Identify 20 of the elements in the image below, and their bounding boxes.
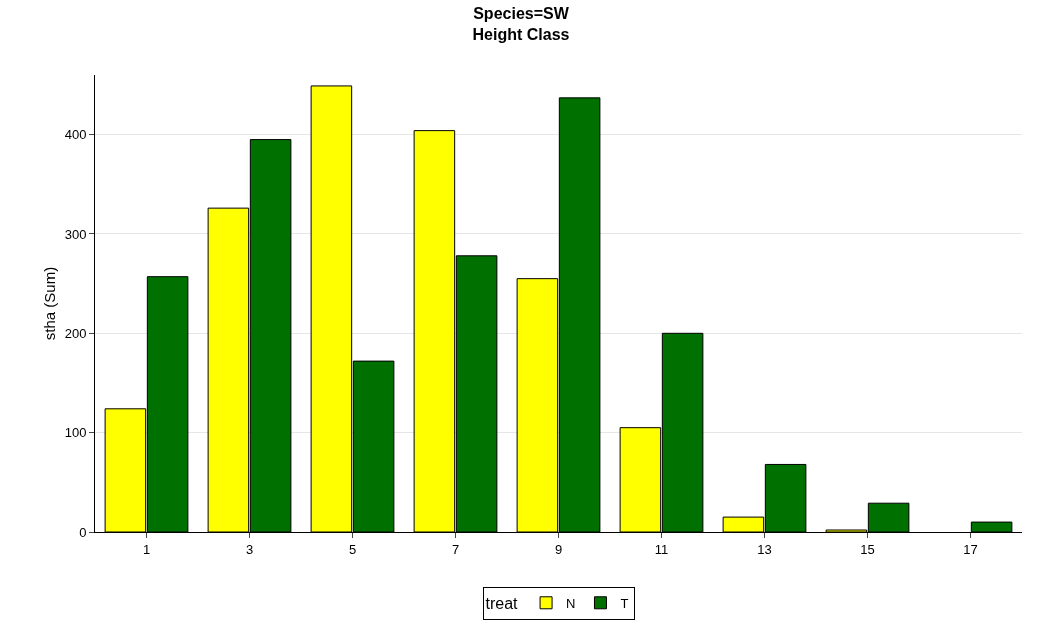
x-tick-label: 13 [757, 541, 772, 557]
chart-subtitle: Height Class [472, 25, 570, 43]
x-tick-label: 15 [860, 541, 875, 557]
x-tick-label: 3 [245, 541, 254, 557]
y-tick-label: 0 [79, 524, 87, 540]
y-axis-title: stha (Sum) [41, 266, 58, 341]
legend-title: treat [485, 594, 519, 612]
x-tick-label: 17 [963, 541, 978, 557]
x-tick-label: 1 [142, 541, 151, 557]
chart-title: Species=SW [473, 4, 570, 22]
x-tick-label: 11 [654, 541, 669, 557]
y-tick-label: 300 [64, 226, 87, 242]
x-tick-label: 9 [554, 541, 563, 557]
x-tick-label: 5 [348, 541, 357, 557]
x-tick-label: 7 [451, 541, 460, 557]
y-tick-label: 100 [64, 425, 87, 441]
y-tick-label: 400 [64, 127, 87, 143]
y-tick-label: 200 [64, 325, 87, 341]
legend-label: N [566, 595, 576, 611]
legend-label: T [620, 595, 629, 611]
